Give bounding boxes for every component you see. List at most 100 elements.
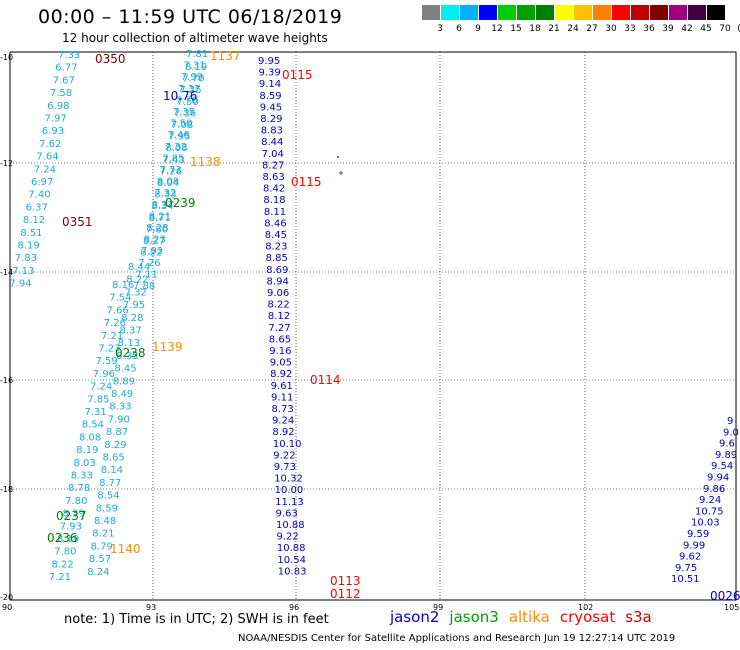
pass-time-label: 1137 — [210, 49, 241, 63]
wave-height-value: 8.04 — [157, 178, 179, 189]
wave-height-value: 9.94 — [707, 473, 729, 484]
wave-height-value: 7.50 — [177, 97, 199, 108]
wave-height-value: 7.67 — [53, 75, 75, 86]
wave-height-value: 7.25 — [179, 85, 201, 96]
wave-height-value: 8.92 — [270, 369, 292, 380]
longitude-label: 99 — [433, 603, 443, 612]
scale-label: 12 — [491, 24, 503, 34]
wave-height-value: 7.80 — [146, 224, 168, 235]
wave-height-value: 8.45 — [114, 364, 136, 375]
wave-height-value: 9.05 — [270, 358, 292, 369]
scale-label: 33 — [624, 24, 636, 34]
wave-height-value: 8.73 — [272, 404, 294, 415]
scale-label: 27 — [586, 24, 598, 34]
scale-swatch — [650, 5, 668, 20]
pass-time-label: 0113 — [330, 574, 361, 588]
map-subtitle: 12 hour collection of altimeter wave hei… — [62, 31, 328, 45]
wave-height-value: 7.31 — [85, 407, 107, 418]
map-title: 00:00 – 11:59 UTC 06/18/2019 — [38, 6, 343, 28]
scale-label: 24 — [567, 24, 579, 34]
wave-height-value: 7.13 — [12, 266, 34, 277]
wave-height-value: 8.27 — [143, 236, 165, 247]
latitude-label: -16 — [0, 376, 13, 385]
wave-height-value: 7.37 — [178, 84, 200, 95]
wave-height-value: 7.96 — [93, 369, 115, 380]
wave-height-value: 7.70 — [182, 74, 204, 85]
wave-height-value: 6.97 — [31, 177, 53, 188]
wave-height-value: 8.46 — [264, 218, 286, 229]
scale-swatch — [441, 5, 459, 20]
wave-height-value: 9.0 — [723, 427, 739, 438]
wave-height-value: 6.98 — [47, 101, 69, 112]
footnote: note: 1) Time is in UTC; 2) SWH is in fe… — [64, 612, 329, 627]
longitude-label: 96 — [289, 603, 299, 612]
wave-height-value: 7.24 — [34, 164, 56, 175]
wave-height-value: 7.64 — [36, 152, 58, 163]
pass-time-label: 0238 — [115, 346, 146, 360]
wave-height-value: 8.22 — [267, 300, 289, 311]
wave-height-value: 9.63 — [276, 508, 298, 519]
scale-swatch — [536, 5, 554, 20]
wave-height-value: 7.23 — [98, 344, 120, 355]
wave-height-value: 8.85 — [266, 253, 288, 264]
pass-time-label: 1139 — [152, 340, 183, 354]
longitude-label: 93 — [146, 603, 156, 612]
wave-height-value: 7.32 — [154, 188, 176, 199]
wave-height-value: 8.16 — [112, 280, 134, 291]
wave-height-value: 8.14 — [101, 465, 123, 476]
scale-label: 9 — [475, 24, 481, 34]
latitude-label: -18 — [0, 485, 13, 494]
wave-height-value: 8.18 — [263, 195, 285, 206]
wave-height-value: 7.24 — [90, 382, 112, 393]
wave-height-value: 8.28 — [121, 313, 143, 324]
wave-height-value: 9.14 — [259, 79, 281, 90]
wave-height-value: 7.80 — [65, 496, 87, 507]
wave-height-value: 9.61 — [271, 381, 293, 392]
wave-height-value: 8.08 — [165, 143, 187, 154]
wave-height-value: 9.89 — [715, 450, 737, 461]
satellite-legend-jason3: jason3 — [449, 608, 499, 626]
scale-swatch — [707, 5, 725, 20]
wave-height-value: 10.54 — [277, 555, 306, 566]
latitude-label: -12 — [0, 159, 13, 168]
wave-height-value: 7.26 — [104, 318, 126, 329]
wave-height-value: 7.95 — [123, 300, 145, 311]
wave-height-value: 10.75 — [695, 506, 724, 517]
wave-height-value: 7.04 — [262, 149, 284, 160]
wave-height-value: 11.13 — [275, 497, 304, 508]
scale-label: 30 — [605, 24, 617, 34]
wave-height-value: 9.6 — [719, 439, 735, 450]
wave-height-value: 8.94 — [267, 276, 289, 287]
wave-height-value: 8.42 — [263, 184, 285, 195]
wave-height-value: 7.99 — [181, 72, 203, 83]
wave-height-value: 9.54 — [711, 461, 733, 472]
wave-height-value: 7.33 — [58, 50, 80, 61]
scale-swatch — [669, 5, 687, 20]
wave-height-value: 7.32 — [165, 142, 187, 153]
wave-height-value: 7.26 — [160, 166, 182, 177]
scale-label: 6 — [456, 24, 462, 34]
wave-height-value: 10.51 — [671, 574, 700, 585]
wave-height-value: 9.22 — [273, 450, 295, 461]
wave-height-value: 7.85 — [162, 153, 184, 164]
satellite-legend-jason2: jason2 — [390, 608, 440, 626]
scale-label: (ft) — [734, 24, 740, 34]
wave-height-value: 9.45 — [260, 102, 282, 113]
wave-height-value: 7.11 — [136, 269, 158, 280]
wave-height-value: 10.32 — [274, 474, 303, 485]
wave-height-value: 8.23 — [265, 242, 287, 253]
wave-height-value: 8.44 — [128, 262, 150, 273]
wave-height-value: 8.44 — [261, 137, 283, 148]
wave-height-value: 9.86 — [703, 484, 725, 495]
wave-height-value: 9.75 — [675, 563, 697, 574]
longitude-label: 105 — [724, 603, 739, 612]
pass-time-label: 0351 — [62, 215, 93, 229]
wave-height-value: 8.79 — [91, 541, 113, 552]
wave-height-value: 8.89 — [113, 376, 135, 387]
wave-height-value: 8.83 — [261, 126, 283, 137]
wave-height-value: 7.08 — [171, 120, 193, 131]
wave-height-value: 7.97 — [45, 114, 67, 125]
wave-height-value: 8.22 — [126, 275, 148, 286]
latitude-label: -20 — [0, 593, 13, 602]
scale-label: 70 — [719, 24, 731, 34]
